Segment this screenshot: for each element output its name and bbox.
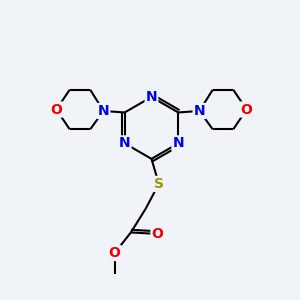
Text: N: N xyxy=(172,136,184,150)
Text: N: N xyxy=(98,104,109,118)
Text: N: N xyxy=(146,90,157,104)
Text: O: O xyxy=(241,103,253,116)
Text: O: O xyxy=(109,246,121,260)
Text: O: O xyxy=(152,227,163,241)
Text: N: N xyxy=(119,136,130,150)
Text: O: O xyxy=(50,103,62,116)
Text: N: N xyxy=(194,104,205,118)
Text: S: S xyxy=(154,177,164,191)
